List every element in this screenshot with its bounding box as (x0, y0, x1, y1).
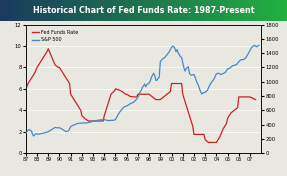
Legend: Fed Funds Rate, S&P 500: Fed Funds Rate, S&P 500 (31, 28, 80, 44)
Text: Historical Chart of Fed Funds Rate: 1987-Present: Historical Chart of Fed Funds Rate: 1987… (33, 6, 254, 15)
